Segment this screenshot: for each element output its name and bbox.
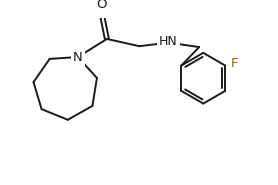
Text: F: F bbox=[230, 57, 238, 70]
Text: O: O bbox=[96, 0, 107, 11]
Text: HN: HN bbox=[159, 35, 178, 48]
Text: N: N bbox=[73, 51, 83, 64]
